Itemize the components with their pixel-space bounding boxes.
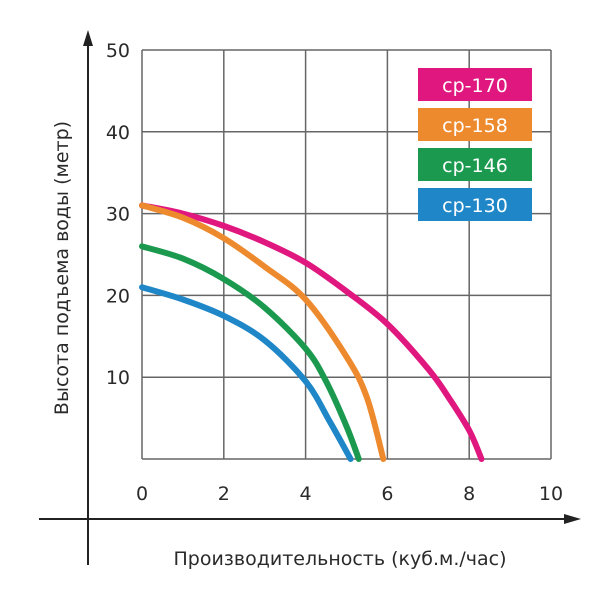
x-axis-label: Производительность (куб.м./час) bbox=[173, 548, 506, 570]
legend-label: cp-158 bbox=[442, 115, 508, 137]
y-axis-label: Высота подъема воды (метр) bbox=[51, 121, 73, 415]
series-line-cp-158 bbox=[139, 202, 387, 462]
x-tick-label: 0 bbox=[136, 483, 148, 505]
legend-label: cp-146 bbox=[442, 155, 508, 177]
y-tick-label: 20 bbox=[106, 285, 130, 307]
x-axis-arrow-icon bbox=[564, 514, 581, 524]
x-tick-label: 10 bbox=[539, 483, 563, 505]
legend-item-cp-130: cp-130 bbox=[418, 188, 532, 221]
legend-item-cp-146: cp-146 bbox=[418, 148, 532, 181]
legend-item-cp-170: cp-170 bbox=[418, 68, 532, 101]
legend-swatch bbox=[418, 68, 532, 101]
series-curves bbox=[139, 202, 485, 462]
legend-swatch bbox=[418, 108, 532, 141]
y-tick-label: 40 bbox=[106, 122, 130, 144]
y-tick-label: 30 bbox=[106, 204, 130, 226]
y-tick-label: 10 bbox=[106, 367, 130, 389]
x-tick-label: 8 bbox=[463, 483, 475, 505]
legend-item-cp-158: cp-158 bbox=[418, 108, 532, 141]
x-tick-label: 6 bbox=[381, 483, 393, 505]
legend-swatch bbox=[418, 188, 532, 221]
legend-label: cp-130 bbox=[442, 195, 508, 217]
legend: cp-170 cp-158 cp-146 cp-130 bbox=[418, 68, 532, 221]
legend-swatch bbox=[418, 148, 532, 181]
x-tick-label: 2 bbox=[218, 483, 230, 505]
y-axis-arrow-icon bbox=[83, 30, 93, 46]
series-line-cp-146 bbox=[139, 243, 362, 462]
y-tick-label: 50 bbox=[106, 40, 130, 62]
tick-labels: 0 2 4 6 8 10 10 20 30 40 50 bbox=[106, 40, 563, 505]
x-tick-label: 4 bbox=[300, 483, 312, 505]
series-line-cp-130 bbox=[139, 284, 354, 462]
legend-label: cp-170 bbox=[442, 75, 508, 97]
axes bbox=[39, 30, 581, 565]
series-line-cp-170 bbox=[139, 202, 485, 462]
